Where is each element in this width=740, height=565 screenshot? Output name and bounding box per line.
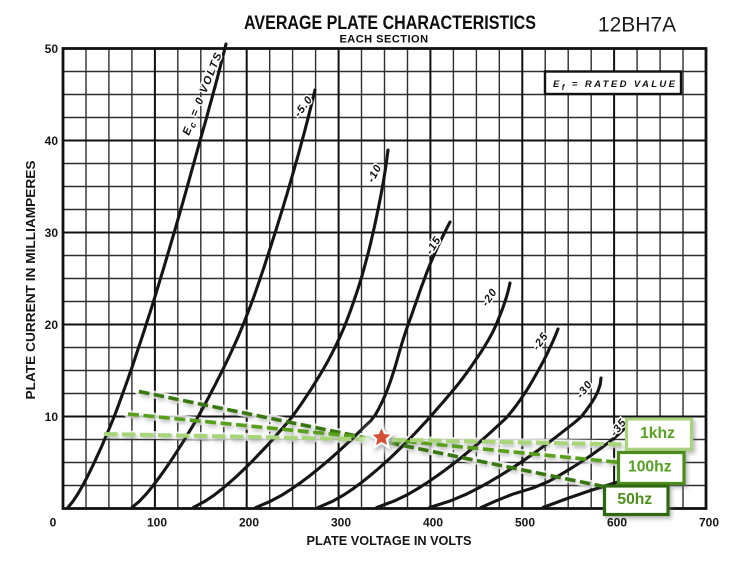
svg-text:40: 40: [45, 134, 59, 148]
svg-text:EACH SECTION: EACH SECTION: [339, 34, 428, 46]
svg-text:20: 20: [45, 318, 59, 332]
svg-text:500: 500: [515, 516, 535, 530]
svg-text:0: 0: [50, 516, 57, 530]
svg-text:12BH7A: 12BH7A: [598, 14, 676, 37]
svg-text:AVERAGE PLATE CHARACTERISTICS: AVERAGE PLATE CHARACTERISTICS: [244, 12, 536, 34]
svg-text:600: 600: [607, 516, 627, 530]
svg-text:400: 400: [423, 516, 443, 530]
svg-text:700: 700: [699, 516, 719, 530]
svg-text:50hz: 50hz: [617, 491, 652, 508]
svg-text:1khz: 1khz: [640, 425, 675, 442]
svg-text:PLATE VOLTAGE IN VOLTS: PLATE VOLTAGE IN VOLTS: [307, 534, 472, 548]
svg-text:50: 50: [45, 42, 59, 56]
svg-text:100: 100: [147, 516, 167, 530]
svg-text:30: 30: [45, 226, 59, 240]
svg-text:100hz: 100hz: [628, 459, 672, 476]
svg-text:300: 300: [331, 516, 351, 530]
svg-text:200: 200: [239, 516, 259, 530]
svg-text:10: 10: [45, 410, 59, 424]
svg-text:Ef = RATED VALUE: Ef = RATED VALUE: [553, 79, 677, 92]
svg-text:PLATE CURRENT IN MILLIAMPERES: PLATE CURRENT IN MILLIAMPERES: [23, 160, 38, 399]
